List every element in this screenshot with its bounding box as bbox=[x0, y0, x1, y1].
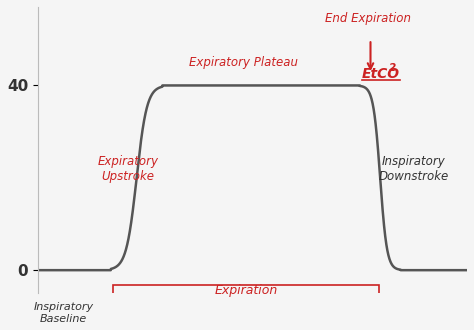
Text: Expiration: Expiration bbox=[214, 284, 278, 297]
Text: Expiratory
Upstroke: Expiratory Upstroke bbox=[98, 154, 158, 182]
Text: Inspiratory
Downstroke: Inspiratory Downstroke bbox=[378, 154, 448, 182]
Text: Expiratory Plateau: Expiratory Plateau bbox=[190, 56, 299, 69]
Text: 2: 2 bbox=[389, 63, 396, 73]
Text: End Expiration: End Expiration bbox=[325, 13, 411, 25]
Text: Inspiratory
Baseline: Inspiratory Baseline bbox=[34, 303, 94, 324]
Text: EtCO: EtCO bbox=[362, 67, 400, 81]
Bar bbox=[113, 285, 379, 296]
